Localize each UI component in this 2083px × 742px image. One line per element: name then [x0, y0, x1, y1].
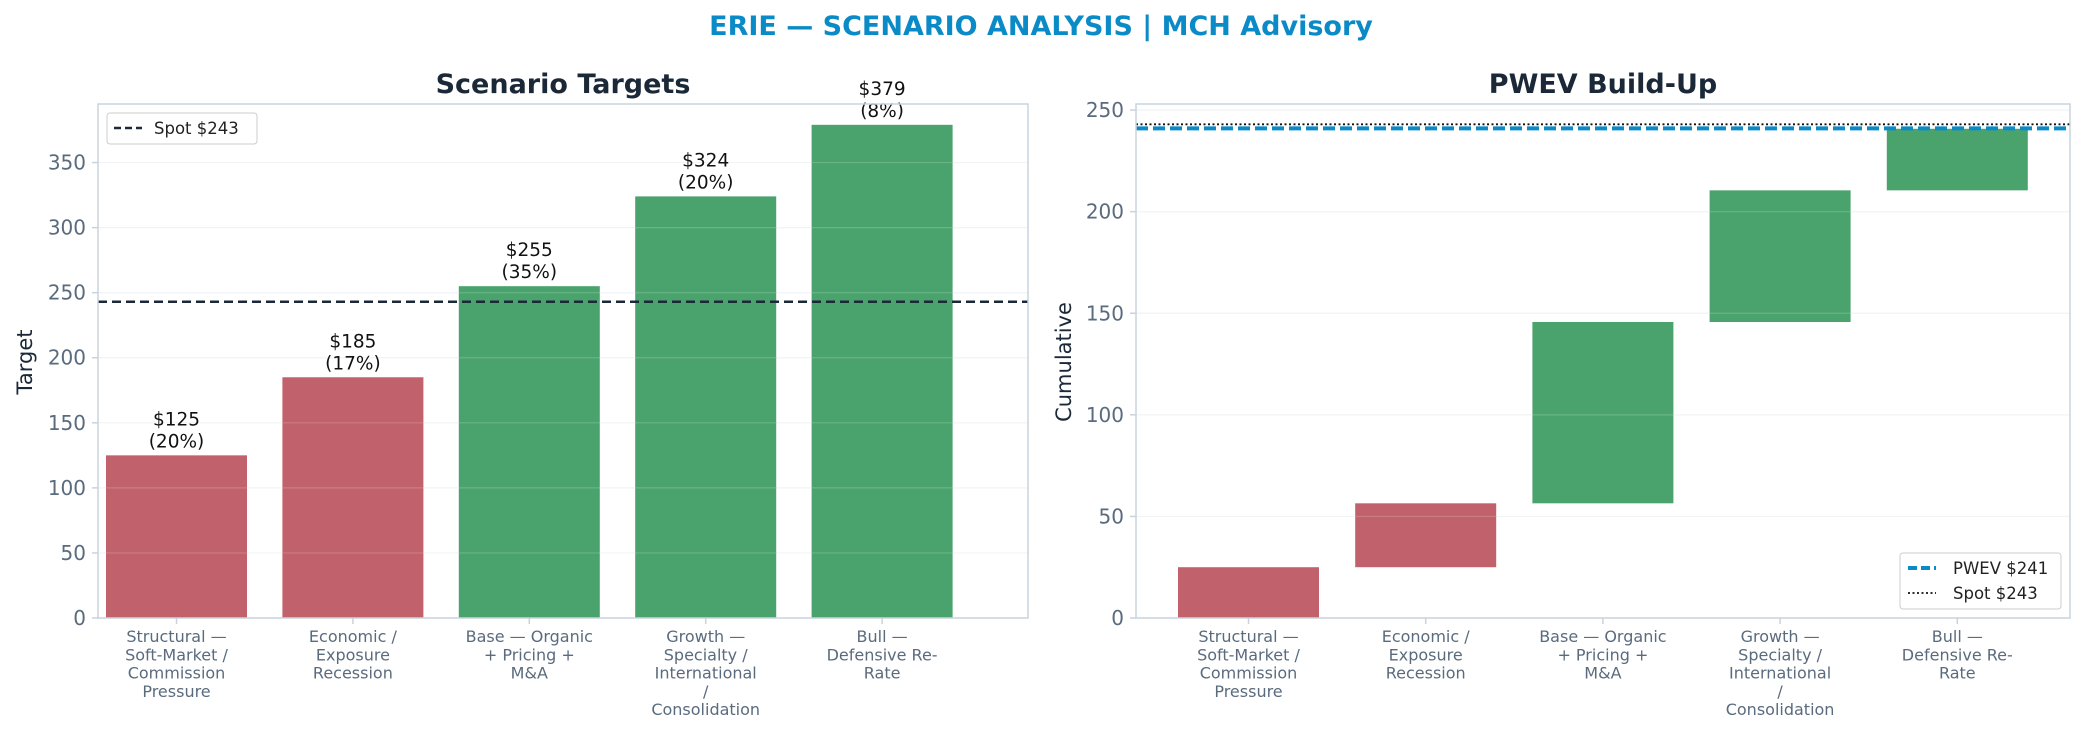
legend-label-spot: Spot $243 — [154, 119, 239, 138]
x-tick-label: / — [1777, 682, 1783, 701]
bar-data-label: (8%) — [860, 101, 904, 122]
x-tick-label: Commission — [128, 664, 226, 683]
bar-data-label: $324 — [682, 150, 729, 171]
x-tick-label: Defensive Re- — [827, 645, 938, 664]
pwev-buildup-x-ticks: Structural —Soft-Market /CommissionPress… — [1197, 618, 2013, 719]
pwev-buildup-y-ticks: 0 50 100 150 200 250 — [1086, 98, 1136, 630]
pwev-buildup-reference-lines — [1136, 123, 2070, 131]
x-tick-label: Rate — [864, 664, 901, 683]
bar — [1532, 321, 1674, 504]
legend-frame — [106, 112, 258, 145]
y-tick-label: 0 — [1111, 606, 1124, 630]
x-tick-label: International — [655, 664, 757, 683]
x-tick-label: / — [703, 682, 709, 701]
bar — [1886, 128, 2028, 191]
x-tick-label: Growth — — [1741, 627, 1820, 646]
bar-data-label: $125 — [153, 409, 200, 430]
x-tick-label: Economic / — [1382, 627, 1471, 646]
x-tick-label: M&A — [1584, 664, 1621, 683]
y-tick-label: 250 — [48, 281, 86, 305]
x-tick-label: Soft-Market / — [125, 645, 228, 664]
x-tick-label: Specialty / — [664, 645, 748, 664]
x-tick-label: Consolidation — [1726, 700, 1835, 719]
bar-data-label: $185 — [329, 331, 376, 352]
x-tick-label: Consolidation — [651, 700, 760, 719]
figure-title: ERIE — SCENARIO ANALYSIS | MCH Advisory — [709, 11, 1373, 42]
bar-data-label: $255 — [506, 240, 553, 261]
x-tick-label: Pressure — [142, 682, 210, 701]
scenario-targets-ylabel: Target — [13, 330, 37, 396]
x-tick-label: Recession — [1386, 664, 1466, 683]
bar — [106, 455, 247, 618]
bar-data-label: (17%) — [325, 353, 381, 374]
scenario-targets-data-labels: $125(20%)$185(17%)$255(35%)$324(20%)$379… — [149, 79, 906, 453]
y-tick-label: 50 — [1099, 504, 1124, 528]
x-tick-label: Structural — — [126, 627, 226, 646]
scenario-targets-title: Scenario Targets — [436, 69, 691, 100]
x-tick-label: Economic / — [309, 627, 398, 646]
bar — [458, 286, 600, 618]
x-tick-label: Exposure — [1389, 645, 1463, 664]
x-tick-label: International — [1729, 664, 1831, 683]
bar-data-label: (20%) — [149, 431, 205, 452]
bar — [282, 377, 424, 618]
bar — [811, 124, 953, 618]
y-tick-label: 350 — [48, 151, 86, 175]
bar — [1178, 567, 1319, 618]
x-tick-label: Structural — — [1198, 627, 1298, 646]
pwev-buildup-ylabel: Cumulative — [1052, 302, 1076, 422]
scenario-targets-bars — [98, 124, 1028, 619]
x-tick-label: Recession — [313, 664, 393, 683]
scenario-targets-legend: Spot $243 — [106, 112, 258, 145]
y-tick-label: 150 — [48, 411, 86, 435]
bar-data-label: $379 — [859, 79, 906, 100]
x-tick-label: Pressure — [1214, 682, 1282, 701]
x-tick-label: Commission — [1200, 664, 1298, 683]
x-tick-label: Base — Organic — [466, 627, 593, 646]
bar-data-label: (20%) — [678, 172, 734, 193]
x-tick-label: + Pricing + — [484, 645, 575, 664]
scenario-targets-frame — [97, 103, 1029, 619]
y-tick-label: 100 — [1086, 403, 1124, 427]
legend-frame — [1899, 552, 2062, 610]
pwev-buildup-title: PWEV Build-Up — [1489, 69, 1717, 100]
bar — [1355, 503, 1497, 568]
x-tick-label: + Pricing + — [1557, 645, 1648, 664]
legend-label-pwev: PWEV $241 — [1953, 559, 2048, 578]
y-tick-label: 100 — [48, 476, 86, 500]
x-tick-label: Rate — [1939, 664, 1976, 683]
x-tick-label: Growth — — [666, 627, 745, 646]
pwev-buildup-legend: PWEV $241 Spot $243 — [1899, 552, 2062, 610]
x-tick-label: Defensive Re- — [1902, 645, 2013, 664]
y-tick-label: 50 — [61, 541, 86, 565]
x-tick-label: Specialty / — [1738, 645, 1822, 664]
bar-data-label: (35%) — [502, 262, 558, 283]
x-tick-label: Bull — — [857, 627, 908, 646]
y-tick-label: 0 — [73, 606, 86, 630]
x-tick-label: Exposure — [316, 645, 390, 664]
y-tick-label: 150 — [1086, 301, 1124, 325]
y-tick-label: 250 — [1086, 98, 1124, 122]
bar — [1709, 190, 1851, 322]
scenario-targets-panel: Scenario Targets Target $125(20%)$185(17… — [13, 69, 1029, 719]
y-tick-label: 200 — [48, 346, 86, 370]
scenario-targets-x-ticks: Structural —Soft-Market /CommissionPress… — [125, 618, 938, 719]
legend-label-spot: Spot $243 — [1953, 584, 2038, 603]
scenario-targets-y-ticks: 0 50 100 150 200 250 300 350 — [48, 151, 98, 630]
bar — [635, 196, 777, 618]
x-tick-label: M&A — [511, 664, 548, 683]
y-tick-label: 200 — [1086, 200, 1124, 224]
pwev-buildup-bars — [1136, 109, 2070, 619]
x-tick-label: Bull — — [1932, 627, 1983, 646]
x-tick-label: Soft-Market / — [1197, 645, 1300, 664]
pwev-buildup-panel: PWEV Build-Up Cumulative 0 50 100 150 200 250… — [1052, 69, 2071, 719]
y-tick-label: 300 — [48, 216, 86, 240]
x-tick-label: Base — Organic — [1539, 627, 1666, 646]
